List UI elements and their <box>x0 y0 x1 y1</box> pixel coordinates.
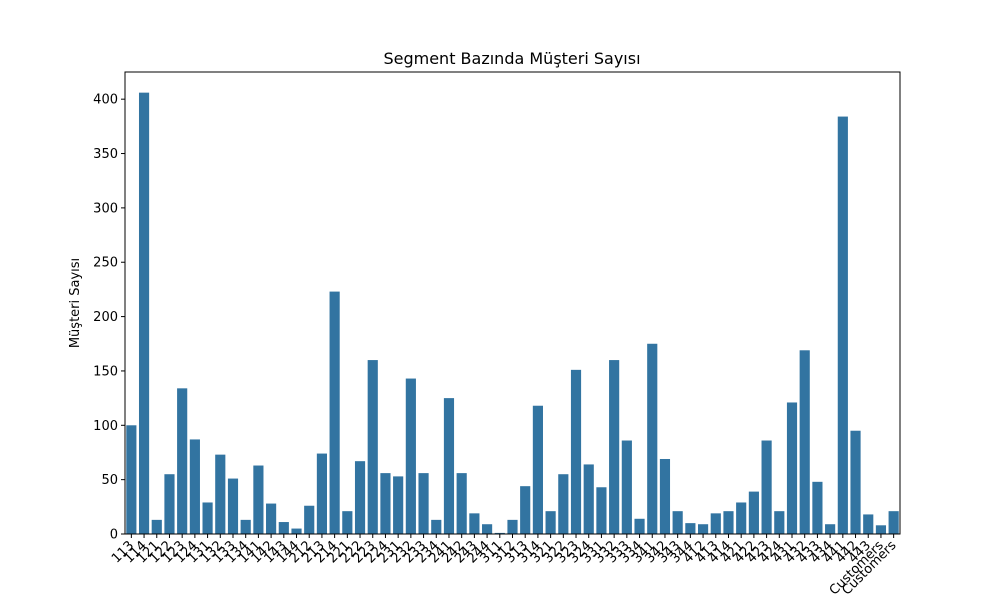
bar-20 <box>380 473 391 534</box>
bar-27 <box>469 513 480 534</box>
bar-52 <box>786 402 798 534</box>
bar-60 <box>888 511 899 534</box>
bar-54 <box>812 481 823 534</box>
bar-0 <box>126 425 137 534</box>
bar-25 <box>443 398 455 534</box>
plot-frame <box>124 71 901 535</box>
bar-53 <box>799 350 810 534</box>
bar-30 <box>507 519 518 534</box>
bar-40 <box>634 518 645 534</box>
bar-49 <box>748 491 759 534</box>
bar-45 <box>697 524 709 534</box>
bar-12 <box>278 522 289 534</box>
y-tick-label-3: 150 <box>93 364 118 379</box>
bar-31 <box>520 486 531 534</box>
bar-17 <box>342 511 353 534</box>
bar-48 <box>736 502 747 534</box>
bar-19 <box>367 360 378 534</box>
bar-21 <box>393 476 404 534</box>
bar-10 <box>253 465 264 534</box>
bar-35 <box>570 369 582 534</box>
bar-38 <box>609 360 620 534</box>
bar-32 <box>532 405 543 534</box>
bar-9 <box>240 519 251 534</box>
bar-56 <box>837 116 848 534</box>
y-tick-label-1: 50 <box>101 473 118 488</box>
bar-8 <box>227 478 239 534</box>
bar-50 <box>761 440 772 534</box>
bar-3 <box>164 474 175 534</box>
bar-4 <box>177 388 188 534</box>
bar-15 <box>316 453 327 534</box>
y-tick-label-2: 100 <box>93 419 118 434</box>
bar-39 <box>621 440 632 534</box>
bar-11 <box>266 503 277 534</box>
bar-16 <box>329 291 340 534</box>
y-tick-label-7: 350 <box>93 147 118 162</box>
bar-13 <box>291 528 302 534</box>
y-tick-label-4: 200 <box>93 310 118 325</box>
chart-title: Segment Bazında Müşteri Sayısı <box>383 49 640 68</box>
bar-47 <box>723 511 734 534</box>
y-axis: 0 50 100 150 200 250 300 350 400 <box>93 93 125 543</box>
y-axis-label: Müşteri Sayısı <box>68 258 83 348</box>
y-tick-label-5: 250 <box>93 256 118 271</box>
bar-59 <box>875 525 887 534</box>
bar-24 <box>431 519 442 534</box>
bar-44 <box>685 523 696 534</box>
x-axis: 1131141211221231241311321331341411421431… <box>109 534 900 598</box>
bar-5 <box>189 439 200 534</box>
bar-33 <box>545 511 556 534</box>
bars-group <box>126 92 899 535</box>
bar-42 <box>659 458 671 534</box>
bar-14 <box>304 505 315 534</box>
y-tick-label-6: 300 <box>93 201 118 216</box>
bar-36 <box>583 464 594 534</box>
bar-2 <box>151 519 162 534</box>
bar-26 <box>456 473 467 534</box>
bar-41 <box>647 343 658 534</box>
bar-57 <box>850 430 861 534</box>
bar-22 <box>405 378 416 534</box>
bar-6 <box>202 502 213 534</box>
bar-28 <box>482 524 493 534</box>
bar-43 <box>672 511 683 534</box>
bar-29 <box>494 532 505 534</box>
bar-23 <box>418 473 429 534</box>
bar-46 <box>710 513 721 534</box>
bar-51 <box>774 511 785 534</box>
bar-58 <box>863 514 874 534</box>
bar-1 <box>138 92 150 535</box>
bar-55 <box>825 524 836 534</box>
bar-18 <box>354 461 366 534</box>
bar-37 <box>596 487 607 534</box>
y-tick-label-8: 400 <box>93 93 118 108</box>
bar-34 <box>558 474 569 534</box>
bar-7 <box>215 454 226 534</box>
y-tick-label-0: 0 <box>110 528 118 543</box>
